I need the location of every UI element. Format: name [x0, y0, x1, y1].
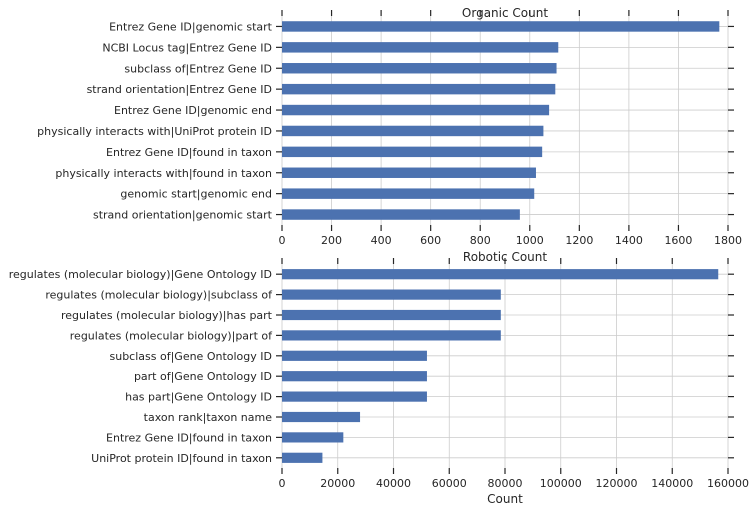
category-label: Entrez Gene ID|genomic start	[109, 20, 273, 33]
x-tick-label: 80000	[488, 477, 523, 490]
x-tick-label: 1600	[664, 234, 692, 247]
category-label: subclass of|Gene Ontology ID	[110, 350, 273, 363]
x-tick-label: 800	[470, 234, 491, 247]
bar	[282, 167, 536, 178]
category-label: part of|Gene Ontology ID	[134, 370, 272, 383]
category-label: regulates (molecular biology)|part of	[70, 329, 273, 342]
bar	[282, 391, 427, 402]
bar	[282, 146, 543, 158]
bar	[282, 330, 501, 341]
x-tick-label: 400	[371, 234, 392, 247]
category-label: Entrez Gene ID|genomic end	[114, 104, 272, 117]
bar	[282, 63, 557, 74]
chart-panel-2: regulates (molecular biology)|Gene Ontol…	[9, 250, 749, 506]
category-label: subclass of|Entrez Gene ID	[124, 62, 272, 75]
x-tick-label: 600	[420, 234, 441, 247]
bar	[282, 269, 719, 280]
bar	[282, 289, 501, 300]
chart-title: Organic Count	[462, 6, 548, 20]
bar	[282, 411, 361, 423]
category-label: physically interacts with|UniProt protei…	[37, 125, 272, 138]
category-label: regulates (molecular biology)|Gene Ontol…	[9, 268, 272, 281]
x-tick-label: 1000	[516, 234, 544, 247]
category-label: physically interacts with|found in taxon	[55, 167, 272, 180]
bar	[282, 42, 559, 53]
category-label: strand orientation|Entrez Gene ID	[87, 83, 272, 96]
x-tick-label: 0	[279, 234, 286, 247]
category-label: Entrez Gene ID|found in taxon	[106, 431, 272, 444]
x-tick-label: 120000	[596, 477, 638, 490]
x-tick-label: 0	[279, 477, 286, 490]
category-label: Entrez Gene ID|found in taxon	[106, 146, 272, 159]
x-tick-label: 1200	[565, 234, 593, 247]
category-label: NCBI Locus tag|Entrez Gene ID	[102, 41, 272, 54]
x-tick-label: 40000	[376, 477, 411, 490]
x-tick-label: 140000	[651, 477, 693, 490]
bar	[282, 21, 720, 32]
bar	[282, 309, 501, 321]
bar	[282, 350, 427, 361]
x-tick-label: 100000	[540, 477, 582, 490]
bar	[282, 83, 556, 95]
category-label: strand orientation|genomic start	[93, 209, 273, 222]
x-tick-label: 1400	[615, 234, 643, 247]
bar	[282, 371, 427, 382]
bar	[282, 209, 520, 220]
chart-title: Robotic Count	[463, 250, 547, 264]
category-label: genomic start|genomic end	[120, 188, 272, 201]
bar	[282, 125, 544, 137]
x-axis-label: Count	[487, 492, 523, 506]
category-label: has part|Gene Ontology ID	[125, 391, 272, 404]
category-label: regulates (molecular biology)|has part	[61, 309, 273, 322]
bar	[282, 104, 550, 116]
bar	[282, 452, 323, 463]
x-tick-label: 1800	[714, 234, 742, 247]
x-tick-label: 200	[321, 234, 342, 247]
bar	[282, 188, 535, 199]
category-label: taxon rank|taxon name	[144, 411, 273, 424]
category-label: UniProt protein ID|found in taxon	[91, 452, 272, 465]
x-tick-label: 60000	[432, 477, 467, 490]
x-tick-label: 20000	[320, 477, 355, 490]
bar	[282, 432, 344, 443]
category-label: regulates (molecular biology)|subclass o…	[45, 289, 273, 302]
x-tick-label: 160000	[707, 477, 749, 490]
chart-panel-1: Entrez Gene ID|genomic start NCBI Locus t…	[37, 6, 742, 247]
